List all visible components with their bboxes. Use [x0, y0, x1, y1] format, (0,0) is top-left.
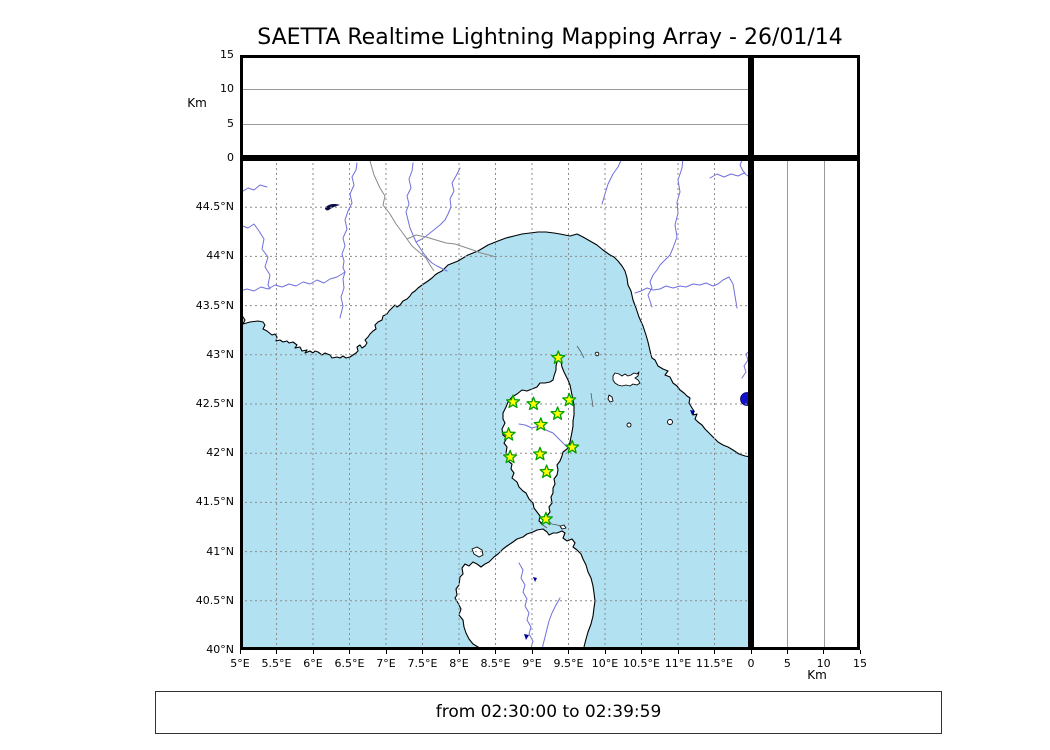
lat-tick-label: 44.5°N: [195, 200, 234, 214]
right-panel-gridline: [787, 161, 789, 647]
altitude-histogram-panel: [751, 55, 860, 158]
lon-tick-label: 6.5°E: [334, 657, 365, 670]
lat-tick-label: 41.5°N: [195, 495, 234, 509]
lon-tick-mark: [458, 650, 460, 654]
lat-tick-label: 42°N: [206, 446, 234, 460]
lon-tick-label: 8.5°E: [480, 657, 511, 670]
asinara-island: [471, 546, 484, 558]
map-frame: [240, 158, 751, 650]
top-panel-km-axis-label: Km: [187, 96, 207, 110]
lat-tick-label: 40.5°N: [195, 593, 234, 607]
lon-tick-label: 11.5°E: [696, 657, 733, 670]
right-panel-tick-mark: [750, 650, 752, 654]
lon-tick-label: 8°E: [449, 657, 469, 670]
lon-tick-label: 10.5°E: [623, 657, 660, 670]
lma-station-marker: [526, 396, 541, 411]
mainland-coastline: [240, 158, 751, 458]
right-panel-gridline: [823, 161, 825, 647]
small-islands: [471, 351, 673, 558]
giglio-island: [667, 419, 673, 425]
sardinia-lake-1: [533, 577, 537, 582]
lma-station-marker: [532, 446, 548, 461]
top-panel-km-tick-label: 0: [227, 151, 234, 164]
lma-station-marker: [550, 406, 565, 420]
altitude-longitude-panel: [240, 55, 751, 158]
lon-tick-label: 6°E: [303, 657, 323, 670]
lon-tick-mark: [239, 650, 241, 654]
lon-tick-mark: [568, 650, 569, 654]
lat-tick-label: 40°N: [206, 643, 234, 656]
lon-tick-mark: [604, 650, 606, 654]
right-panel-tick-mark: [786, 650, 788, 654]
time-range-text: from 02:30:00 to 02:39:59: [435, 702, 662, 722]
lon-tick-mark: [677, 650, 679, 654]
country-borders: [369, 160, 497, 272]
lon-tick-mark: [276, 650, 277, 654]
right-panel-km-axis-label: Km: [807, 668, 827, 682]
lma-station-marker: [505, 394, 521, 409]
rivers: [240, 158, 751, 650]
lon-tick-label: 9°E: [522, 657, 542, 670]
lat-tick-label: 44°N: [206, 249, 234, 263]
lake-serre-poncon: [325, 204, 340, 211]
geographic-map: [240, 158, 751, 650]
orbetello-lagoon: [690, 410, 695, 415]
right-panel-km-tick-label: 5: [783, 657, 791, 670]
top-panel-km-tick-label: 5: [227, 116, 234, 130]
lma-station-marker: [565, 439, 580, 454]
capraia-island: [607, 394, 614, 403]
lon-tick-label: 7°E: [376, 657, 396, 670]
lon-tick-label: 10°E: [591, 657, 619, 670]
lma-station-marker: [539, 464, 554, 479]
top-panel-km-tick-label: 15: [220, 48, 234, 61]
right-panel-km-tick-label: 0: [747, 657, 755, 670]
map-panel: [240, 158, 751, 650]
top-panel-gridline: [243, 123, 748, 125]
lon-tick-label: 7.5°E: [407, 657, 438, 670]
montecristo-island: [626, 422, 632, 428]
lma-station-marker: [551, 350, 566, 364]
lon-tick-mark: [349, 650, 350, 654]
lon-tick-label: 5°E: [230, 657, 250, 670]
lma-station-marker: [533, 417, 548, 431]
lma-station-marker: [501, 427, 516, 441]
lon-tick-mark: [531, 650, 533, 654]
lon-tick-label: 11°E: [664, 657, 692, 670]
lat-tick-label: 41°N: [206, 544, 234, 558]
lma-station-marker: [502, 449, 518, 464]
elba-island: [612, 371, 641, 387]
lat-tick-label: 42.5°N: [195, 397, 234, 410]
lon-tick-mark: [641, 650, 642, 654]
lon-tick-label: 9.5°E: [553, 657, 584, 670]
lon-tick-label: 5.5°E: [261, 657, 292, 670]
top-panel-km-tick-label: 10: [220, 82, 234, 96]
lat-tick-label: 43°N: [206, 347, 234, 361]
map-gridlines: [240, 158, 751, 650]
lma-station-marker: [562, 392, 577, 407]
lon-tick-mark: [312, 650, 314, 654]
top-panel-gridline: [243, 89, 748, 91]
sardinia-lake-2: [524, 634, 529, 640]
figure-title: SAETTA Realtime Lightning Mapping Array …: [257, 25, 843, 50]
right-panel-tick-mark: [859, 650, 861, 654]
lon-tick-mark: [422, 650, 423, 654]
right-panel-tick-mark: [823, 650, 825, 654]
lat-tick-label: 43.5°N: [195, 298, 234, 312]
lma-stations: [501, 350, 580, 526]
lma-station-marker: [538, 511, 553, 526]
right-panel-km-tick-label: 10: [816, 657, 831, 670]
lon-tick-mark: [714, 650, 715, 654]
right-panel-km-tick-label: 15: [853, 657, 867, 670]
lon-tick-mark: [495, 650, 496, 654]
latitude-altitude-panel: [751, 158, 860, 650]
lon-tick-mark: [385, 650, 387, 654]
time-range-box: from 02:30:00 to 02:39:59: [155, 691, 942, 734]
